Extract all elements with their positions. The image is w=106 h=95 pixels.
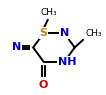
Text: O: O xyxy=(39,80,48,90)
Text: CH₃: CH₃ xyxy=(86,28,102,38)
Text: N: N xyxy=(13,42,22,53)
Text: N: N xyxy=(60,28,69,38)
Text: CH₃: CH₃ xyxy=(40,8,57,17)
Text: NH: NH xyxy=(58,57,76,67)
Text: S: S xyxy=(40,28,48,38)
